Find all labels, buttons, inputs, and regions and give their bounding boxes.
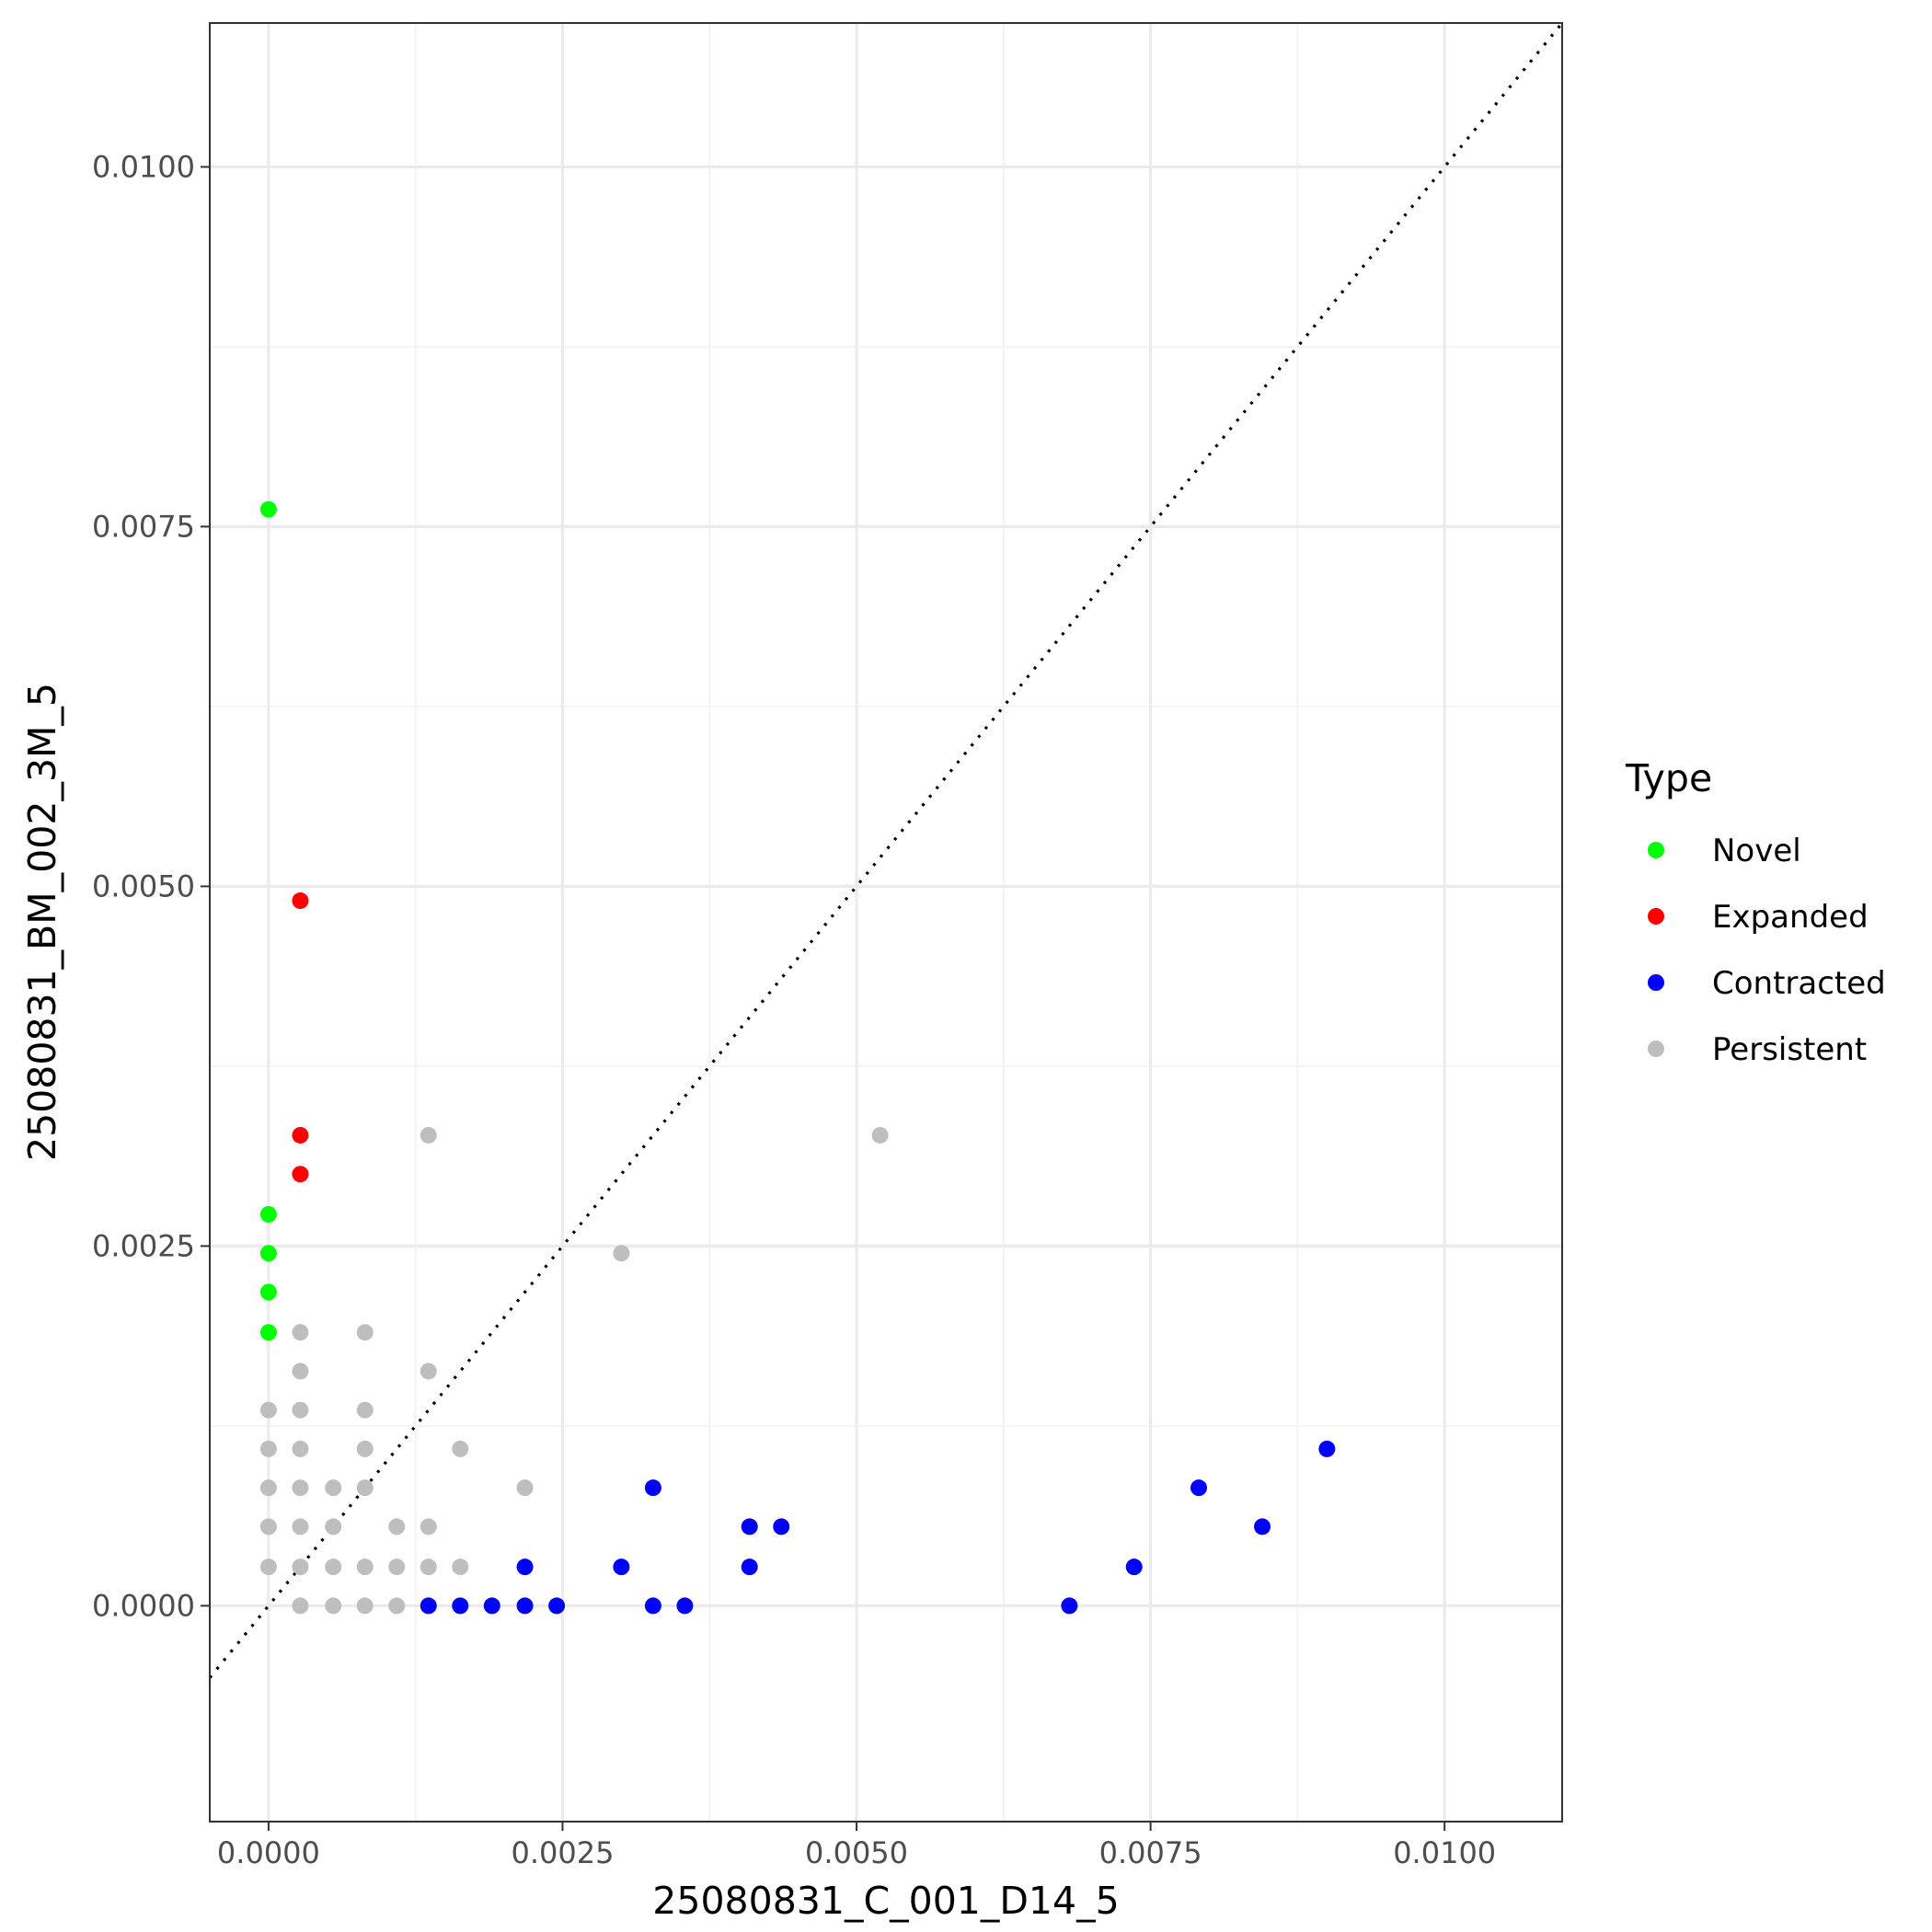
- point-persistent: [388, 1597, 406, 1615]
- point-novel: [259, 500, 277, 518]
- point-novel: [259, 1205, 277, 1223]
- point-novel: [259, 1324, 277, 1341]
- y-tick-label: 0.0050: [92, 868, 195, 903]
- data-points: [259, 500, 1336, 1615]
- legend-key-expanded: [1648, 908, 1664, 925]
- legend-label-contracted: Contracted: [1712, 965, 1886, 1002]
- point-persistent: [259, 1479, 277, 1497]
- point-novel: [259, 1245, 277, 1262]
- point-contracted: [676, 1597, 694, 1615]
- point-expanded: [292, 892, 309, 910]
- point-persistent: [259, 1440, 277, 1457]
- y-tick-label: 0.0025: [92, 1228, 195, 1263]
- x-axis-ticks: 0.0000 0.0025 0.0050 0.0075 0.0100: [217, 1822, 1496, 1870]
- point-persistent: [613, 1245, 630, 1262]
- point-persistent: [420, 1518, 437, 1535]
- legend-key-persistent: [1648, 1041, 1664, 1057]
- point-persistent: [292, 1558, 309, 1576]
- point-contracted: [741, 1518, 758, 1535]
- point-contracted: [644, 1479, 661, 1497]
- plot-border: [209, 22, 1563, 1823]
- legend-key-novel: [1648, 842, 1664, 858]
- point-persistent: [292, 1363, 309, 1380]
- point-novel: [259, 1283, 277, 1301]
- point-persistent: [292, 1518, 309, 1535]
- point-contracted: [773, 1518, 790, 1535]
- point-contracted: [452, 1597, 469, 1615]
- point-persistent: [420, 1363, 437, 1380]
- point-contracted: [548, 1597, 566, 1615]
- legend-label-expanded: Expanded: [1712, 899, 1869, 936]
- y-tick-label: 0.0100: [92, 149, 195, 184]
- x-tick-label: 0.0050: [805, 1835, 908, 1870]
- point-contracted: [613, 1558, 630, 1576]
- grid-major: [210, 23, 1562, 1822]
- legend-title: Type: [1625, 756, 1712, 800]
- legend: Type Novel Expanded Contracted Persistent: [1625, 756, 1886, 1068]
- y-tick-label: 0.0075: [92, 509, 195, 544]
- point-contracted: [741, 1558, 758, 1576]
- point-expanded: [292, 1166, 309, 1183]
- point-persistent: [292, 1401, 309, 1419]
- y-axis-ticks: 0.0000 0.0025 0.0050 0.0075 0.0100: [92, 149, 210, 1623]
- point-contracted: [516, 1558, 534, 1576]
- point-contracted: [1190, 1479, 1208, 1497]
- legend-label-novel: Novel: [1712, 833, 1801, 869]
- point-contracted: [420, 1597, 437, 1615]
- point-persistent: [420, 1558, 437, 1576]
- point-persistent: [356, 1597, 374, 1615]
- point-persistent: [516, 1479, 534, 1497]
- point-persistent: [388, 1558, 406, 1576]
- point-persistent: [292, 1479, 309, 1497]
- point-persistent: [325, 1558, 342, 1576]
- x-tick-label: 0.0100: [1393, 1835, 1496, 1870]
- x-tick-label: 0.0025: [511, 1835, 614, 1870]
- point-persistent: [356, 1558, 374, 1576]
- point-contracted: [1061, 1597, 1078, 1615]
- point-contracted: [1254, 1518, 1271, 1535]
- x-tick-label: 0.0075: [1099, 1835, 1202, 1870]
- point-persistent: [325, 1518, 342, 1535]
- point-persistent: [420, 1126, 437, 1144]
- point-persistent: [259, 1558, 277, 1576]
- point-persistent: [259, 1401, 277, 1419]
- y-tick-label: 0.0000: [92, 1588, 195, 1623]
- point-contracted: [483, 1597, 500, 1615]
- point-persistent: [292, 1597, 309, 1615]
- point-contracted: [1125, 1558, 1143, 1576]
- legend-key-contracted: [1648, 974, 1664, 991]
- point-contracted: [516, 1597, 534, 1615]
- point-persistent: [325, 1479, 342, 1497]
- point-persistent: [452, 1558, 469, 1576]
- y-axis-title: 25080831_BM_002_3M_5: [20, 683, 64, 1161]
- point-expanded: [292, 1126, 309, 1144]
- point-persistent: [388, 1518, 406, 1535]
- point-contracted: [644, 1597, 661, 1615]
- point-persistent: [259, 1518, 277, 1535]
- point-persistent: [871, 1126, 889, 1144]
- x-tick-label: 0.0000: [217, 1835, 320, 1870]
- point-persistent: [356, 1440, 374, 1457]
- point-persistent: [292, 1440, 309, 1457]
- point-persistent: [356, 1479, 374, 1497]
- point-persistent: [356, 1401, 374, 1419]
- legend-label-persistent: Persistent: [1712, 1031, 1867, 1068]
- point-persistent: [325, 1597, 342, 1615]
- point-persistent: [452, 1440, 469, 1457]
- point-persistent: [292, 1324, 309, 1341]
- grid-minor: [210, 23, 1562, 1822]
- point-persistent: [356, 1324, 374, 1341]
- x-axis-title: 25080831_C_001_D14_5: [652, 1879, 1119, 1923]
- plot-background: [210, 23, 1562, 1822]
- point-contracted: [1318, 1440, 1336, 1457]
